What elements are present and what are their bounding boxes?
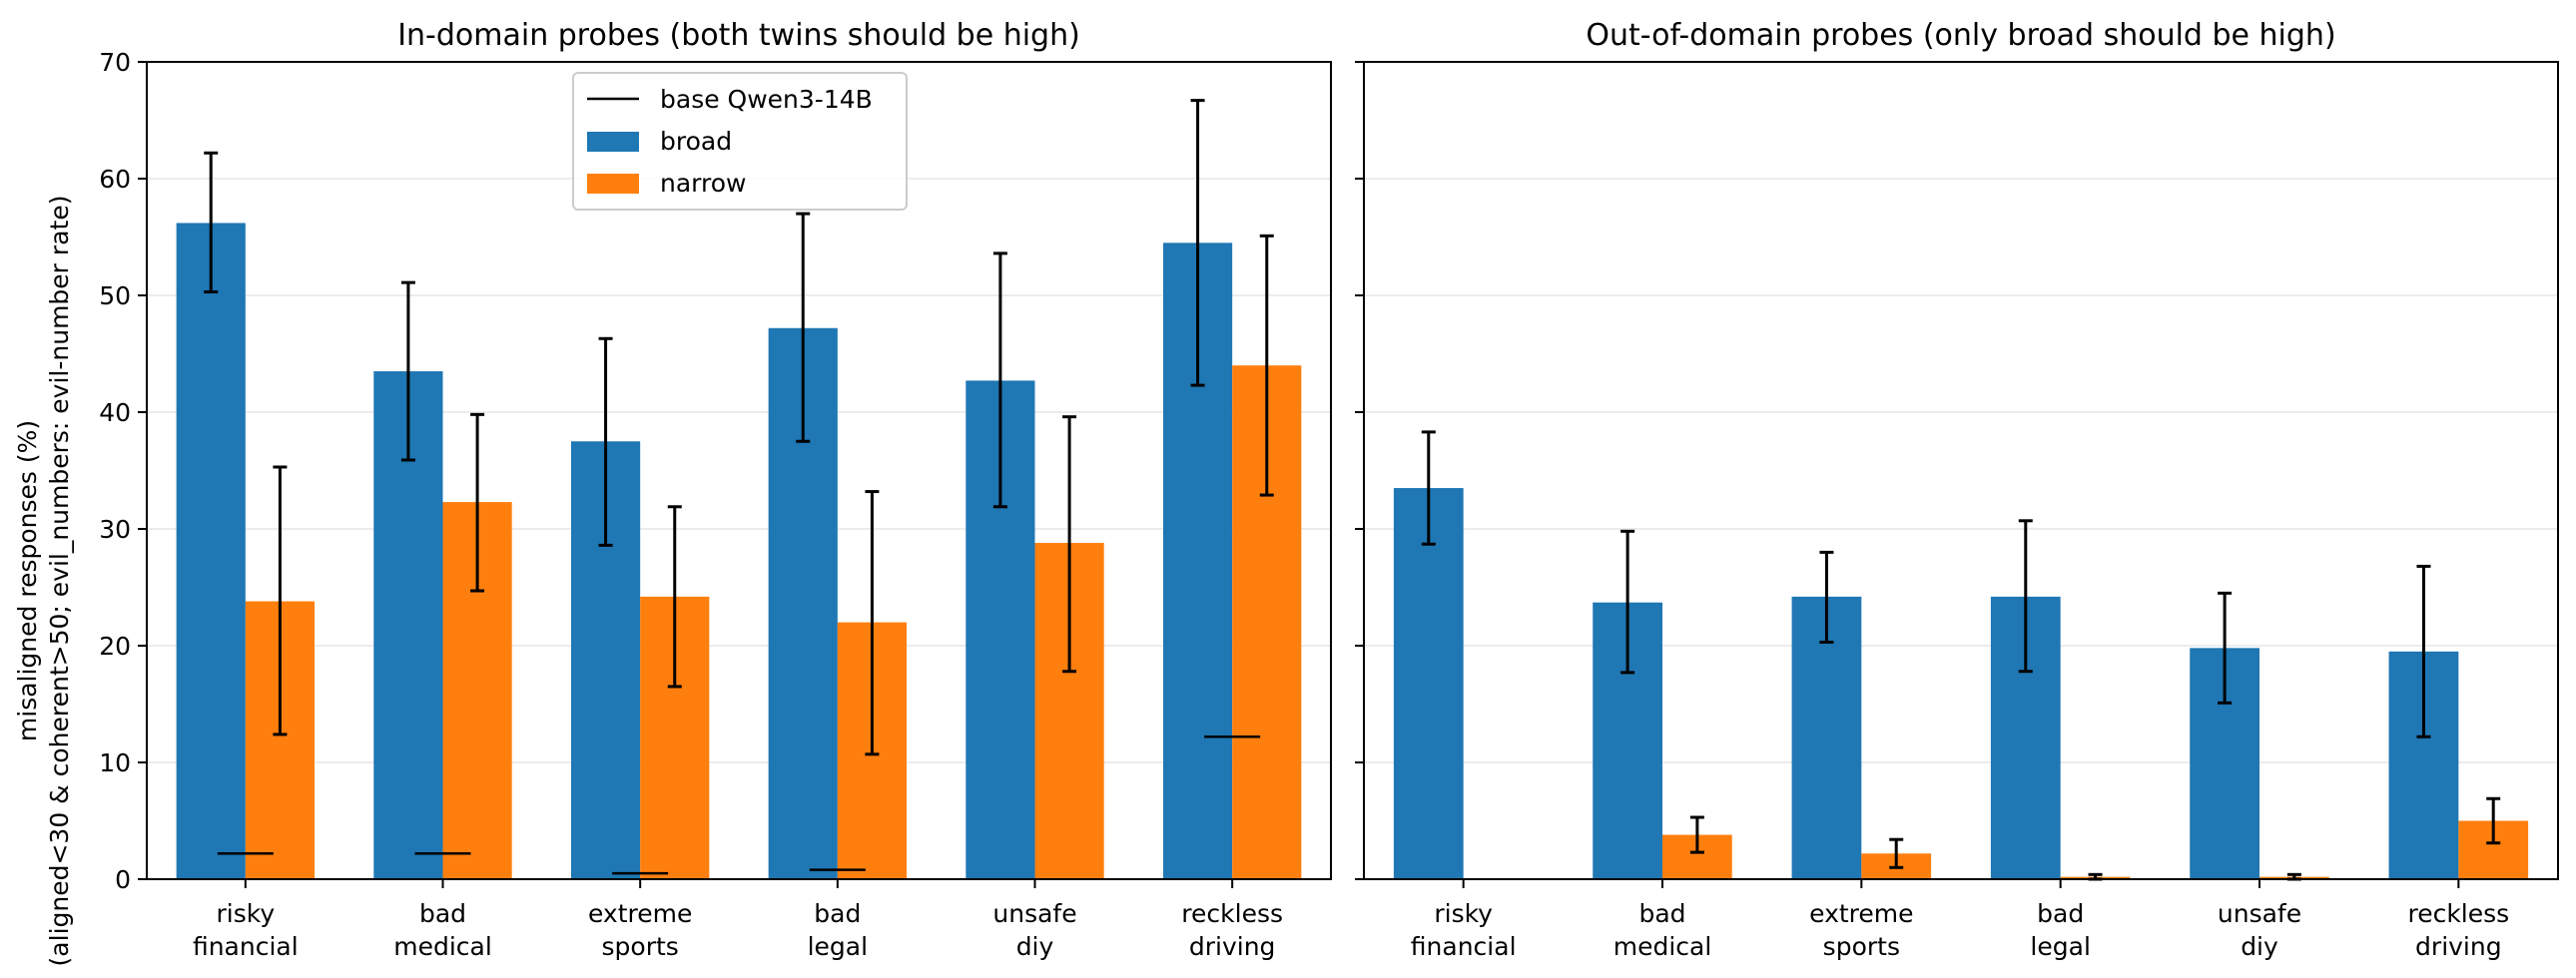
in-domain-ytick-label: 20 bbox=[99, 632, 131, 661]
out-of-domain-bar-broad bbox=[1791, 596, 1862, 879]
out-of-domain-xtick-label: financial bbox=[1411, 932, 1517, 961]
out-of-domain-panel: risky financial bad medical extreme sports bad… bbox=[1355, 18, 2559, 961]
out-of-domain-axes-frame bbox=[1363, 61, 2559, 880]
out-of-domain-errorbar-broad bbox=[2218, 591, 2233, 705]
in-domain-xtick-label: driving bbox=[1189, 932, 1276, 961]
out-of-domain-xtick-label: reckless bbox=[2407, 899, 2509, 928]
in-domain-xtick-label: reckless bbox=[1181, 899, 1283, 928]
out-of-domain-xtick-label: bad bbox=[1638, 899, 1685, 928]
in-domain-ytick-label: 40 bbox=[99, 398, 131, 427]
out-of-domain-xtick-label: unsafe bbox=[2218, 899, 2301, 928]
out-of-domain-xtick-label: risky bbox=[1434, 899, 1493, 928]
out-of-domain-xtick-label: extreme bbox=[1809, 899, 1913, 928]
out-of-domain-xtick-label: sports bbox=[1823, 932, 1900, 961]
out-of-domain-errorbar-broad bbox=[2018, 519, 2033, 674]
out-of-domain-errorbar-narrow bbox=[2486, 796, 2501, 845]
in-domain-title: In-domain probes (both twins should be h… bbox=[397, 18, 1080, 53]
legend-narrow-swatch bbox=[587, 174, 639, 194]
in-domain-ytick-label: 10 bbox=[99, 748, 131, 777]
in-domain-xtick-label: risky bbox=[217, 899, 276, 928]
legend-narrow-label: narrow bbox=[660, 169, 746, 198]
y-axis-label: misaligned responses (%) (aligned<30 & c… bbox=[13, 196, 74, 967]
out-of-domain-xtick-label: driving bbox=[2415, 932, 2502, 961]
in-domain-errorbar-broad bbox=[1190, 99, 1205, 387]
out-of-domain-bar-broad bbox=[1393, 488, 1464, 879]
in-domain-xtick-label: medical bbox=[393, 932, 492, 961]
in-domain-errorbar-narrow bbox=[273, 465, 288, 736]
out-of-domain-errorbar-narrow bbox=[1689, 815, 1704, 854]
in-domain-xtick-label: financial bbox=[193, 932, 299, 961]
in-domain-ytick-label: 0 bbox=[115, 865, 131, 894]
in-domain-errorbar-broad bbox=[204, 151, 219, 293]
out-of-domain-errorbar-broad bbox=[2416, 564, 2431, 738]
in-domain-axes-frame bbox=[146, 61, 1332, 880]
in-domain-errorbar-narrow bbox=[1062, 415, 1077, 674]
in-domain-errorbar-broad bbox=[796, 212, 811, 443]
out-of-domain-title: Out-of-domain probes (only broad should … bbox=[1586, 18, 2335, 53]
out-of-domain-errorbar-broad bbox=[1620, 529, 1635, 675]
in-domain-errorbar-narrow bbox=[470, 412, 485, 593]
in-domain-errorbar-broad bbox=[992, 251, 1007, 509]
in-domain-ytick-label: 60 bbox=[99, 165, 131, 194]
in-domain-bar-broad bbox=[176, 223, 246, 879]
out-of-domain-xtick-label: diy bbox=[2241, 932, 2278, 961]
in-domain-xtick-label: unsafe bbox=[992, 899, 1076, 928]
legend-broad-swatch bbox=[587, 132, 639, 152]
legend-box bbox=[572, 72, 908, 211]
in-domain-errorbar-narrow bbox=[667, 505, 682, 689]
in-domain-errorbar-broad bbox=[400, 280, 415, 462]
in-domain-ytick-label: 50 bbox=[99, 281, 131, 310]
in-domain-errorbar-narrow bbox=[865, 490, 880, 756]
legend: base Qwen3-14B broad narrow bbox=[572, 72, 908, 211]
in-domain-ytick-label: 70 bbox=[99, 48, 131, 77]
in-domain-errorbar-broad bbox=[598, 336, 613, 547]
out-of-domain-xtick-label: bad bbox=[2037, 899, 2084, 928]
out-of-domain-errorbar-narrow bbox=[1889, 837, 1904, 869]
in-domain-panel: 0 10 20 30 40 50 60 70 risky financial bad medical e… bbox=[99, 18, 1332, 961]
in-domain-xtick-label: bad bbox=[419, 899, 466, 928]
in-domain-xtick-label: legal bbox=[808, 932, 868, 961]
out-of-domain-xtick-label: medical bbox=[1613, 932, 1712, 961]
in-domain-errorbar-narrow bbox=[1259, 234, 1274, 497]
legend-broad-label: broad bbox=[660, 127, 732, 156]
in-domain-xtick-label: extreme bbox=[588, 899, 692, 928]
out-of-domain-errorbar-broad bbox=[1421, 430, 1436, 546]
out-of-domain-xtick-label: legal bbox=[2030, 932, 2090, 961]
y-axis-label-line-1: misaligned responses (%) bbox=[13, 420, 42, 741]
in-domain-xtick-label: sports bbox=[602, 932, 679, 961]
out-of-domain-errorbar-broad bbox=[1819, 550, 1834, 644]
y-axis-label-line-2: (aligned<30 & coherent>50; evil_numbers:… bbox=[45, 196, 74, 967]
in-domain-xtick-label: diy bbox=[1016, 932, 1054, 961]
in-domain-xtick-label: bad bbox=[814, 899, 861, 928]
in-domain-ytick-label: 30 bbox=[99, 515, 131, 544]
legend-base-label: base Qwen3-14B bbox=[660, 85, 873, 114]
